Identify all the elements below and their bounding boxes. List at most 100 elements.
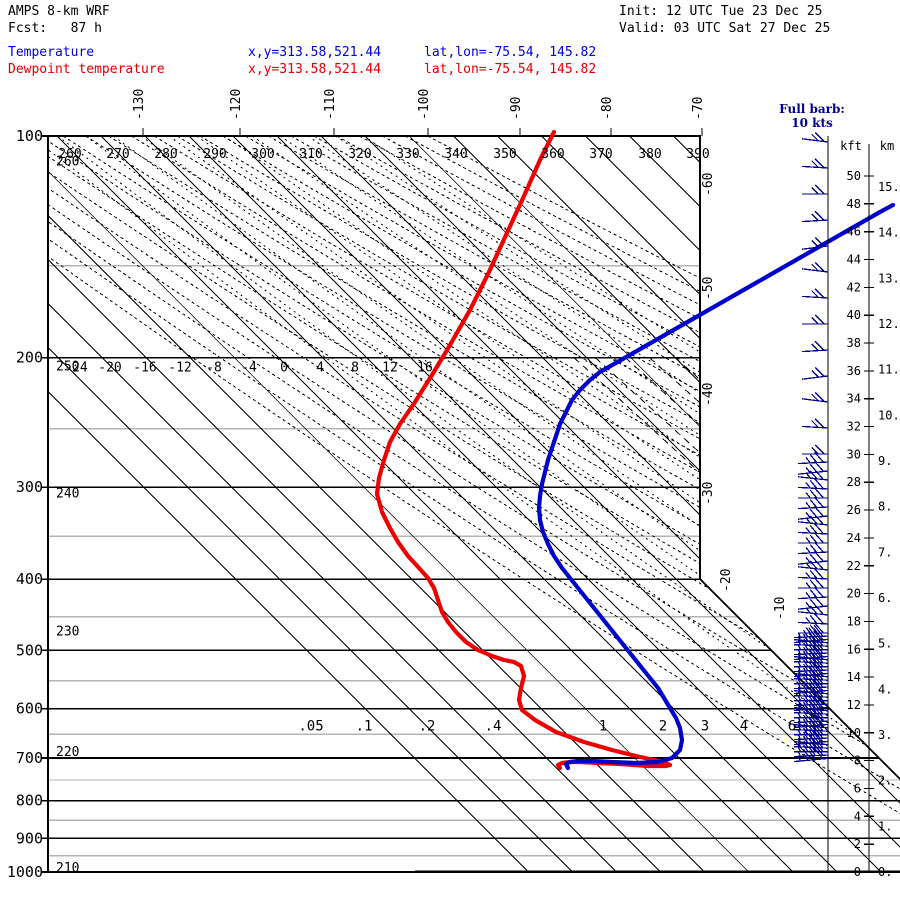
dewpoint-curve	[374, 129, 673, 771]
svg-text:-16: -16	[133, 361, 156, 376]
svg-text:-20: -20	[719, 569, 734, 592]
svg-text:240: 240	[56, 486, 79, 501]
svg-text:2: 2	[854, 837, 861, 851]
svg-text:-70: -70	[691, 97, 706, 120]
svg-text:-12: -12	[168, 361, 191, 376]
svg-text:300: 300	[251, 147, 274, 162]
svg-text:4: 4	[740, 719, 748, 735]
svg-text:30: 30	[847, 447, 861, 461]
svg-text:14.: 14.	[878, 226, 900, 240]
svg-text:2.: 2.	[878, 774, 892, 788]
svg-text:1: 1	[599, 719, 607, 735]
temperature-latlon: lat,lon=-75.54, 145.82	[424, 45, 597, 60]
full-barb-legend: Full barb:10 kts	[779, 102, 845, 130]
svg-text:360: 360	[541, 147, 564, 162]
svg-text:12: 12	[382, 361, 398, 376]
svg-text:-110: -110	[323, 89, 338, 120]
svg-text:16: 16	[847, 642, 861, 656]
wind-barb-column	[793, 132, 829, 872]
svg-text:24: 24	[847, 531, 861, 545]
theta-left-labels: 260 250 240 230 220 210	[56, 155, 79, 877]
temperature-curve	[536, 202, 896, 771]
svg-text:10 kts: 10 kts	[791, 116, 833, 130]
svg-text:14: 14	[847, 670, 861, 684]
svg-text:10: 10	[847, 726, 861, 740]
svg-text:13.: 13.	[878, 271, 900, 285]
svg-text:200: 200	[16, 349, 43, 367]
svg-text:-20: -20	[98, 361, 121, 376]
svg-text:.2: .2	[419, 719, 436, 735]
minor-pressure-gridlines	[48, 264, 900, 857]
svg-text:8: 8	[351, 361, 359, 376]
svg-text:3: 3	[701, 719, 709, 735]
svg-text:38: 38	[847, 336, 861, 350]
isotherm-right-labels: -60 -50 -40 -30 -20 -10	[701, 173, 788, 620]
svg-text:-30: -30	[701, 482, 716, 505]
plot-frame	[47, 135, 900, 873]
svg-text:18: 18	[847, 614, 861, 628]
svg-text:800: 800	[16, 792, 43, 810]
init-time: Init: 12 UTC Tue 23 Dec 25	[619, 4, 823, 19]
isotherm-top-labels: -130 -120 -110 -100 -90 -80 -70	[132, 89, 706, 136]
svg-text:350: 350	[493, 147, 516, 162]
svg-text:16: 16	[417, 361, 433, 376]
svg-text:50: 50	[847, 169, 861, 183]
svg-text:270: 270	[106, 147, 129, 162]
svg-text:-60: -60	[701, 173, 716, 196]
svg-text:46: 46	[847, 225, 861, 239]
svg-text:44: 44	[847, 253, 861, 267]
svg-text:.05: .05	[298, 719, 323, 735]
svg-text:48: 48	[847, 197, 861, 211]
svg-text:6: 6	[788, 719, 796, 735]
svg-text:22: 22	[847, 559, 861, 573]
svg-text:210: 210	[56, 861, 79, 876]
svg-text:0.: 0.	[878, 865, 892, 879]
svg-text:500: 500	[16, 641, 43, 659]
svg-text:10.: 10.	[878, 408, 900, 422]
svg-text:1.: 1.	[878, 819, 892, 833]
svg-text:11.: 11.	[878, 363, 900, 377]
svg-text:-10: -10	[773, 597, 788, 620]
svg-text:9.: 9.	[878, 454, 892, 468]
svg-text:5.: 5.	[878, 637, 892, 651]
svg-text:220: 220	[56, 745, 79, 760]
dewpoint-latlon: lat,lon=-75.54, 145.82	[424, 62, 597, 77]
svg-text:6.: 6.	[878, 591, 892, 605]
svg-text:340: 340	[444, 147, 467, 162]
temperature-legend-label: Temperature	[8, 45, 95, 60]
svg-text:290: 290	[203, 147, 226, 162]
isotherm-lines	[48, 136, 900, 872]
theta-top-labels: 260 270 280 290 300 310 320 330 340 350 360 370 380 3…	[58, 147, 709, 162]
svg-text:40: 40	[847, 308, 861, 322]
svg-text:600: 600	[16, 700, 43, 718]
svg-text:-100: -100	[417, 89, 432, 120]
svg-text:310: 310	[299, 147, 322, 162]
isotherm-200hpa-labels: -24 -20 -16 -12 -8 -4 0 4 8 12 16	[64, 361, 433, 376]
svg-text:42: 42	[847, 280, 861, 294]
svg-text:280: 280	[154, 147, 177, 162]
height-axis: kft km02468101214161820222426283032343638…	[840, 139, 900, 879]
svg-text:15.: 15.	[878, 180, 900, 194]
svg-text:0: 0	[854, 865, 861, 879]
svg-text:0: 0	[280, 361, 288, 376]
temperature-xy: x,y=313.58,521.44	[248, 45, 382, 60]
svg-text:8.: 8.	[878, 500, 892, 514]
svg-text:12.: 12.	[878, 317, 900, 331]
dewpoint-xy: x,y=313.58,521.44	[248, 62, 382, 77]
svg-text:330: 330	[396, 147, 419, 162]
valid-time: Valid: 03 UTC Sat 27 Dec 25	[619, 21, 831, 36]
svg-text:2: 2	[659, 719, 667, 735]
svg-text:370: 370	[589, 147, 612, 162]
svg-text:-24: -24	[64, 361, 88, 376]
svg-text:-80: -80	[600, 97, 615, 120]
pressure-axis-labels: 100 200 300 400 500 600 700 800 900 1000	[7, 127, 48, 881]
svg-text:320: 320	[348, 147, 371, 162]
svg-text:250: 250	[56, 359, 79, 374]
svg-text:-40: -40	[701, 383, 716, 406]
svg-text:36: 36	[847, 364, 861, 378]
svg-text:230: 230	[56, 625, 79, 640]
svg-text:4.: 4.	[878, 682, 892, 696]
dewpoint-legend-label: Dewpoint temperature	[8, 62, 165, 77]
svg-text:20: 20	[847, 587, 861, 601]
